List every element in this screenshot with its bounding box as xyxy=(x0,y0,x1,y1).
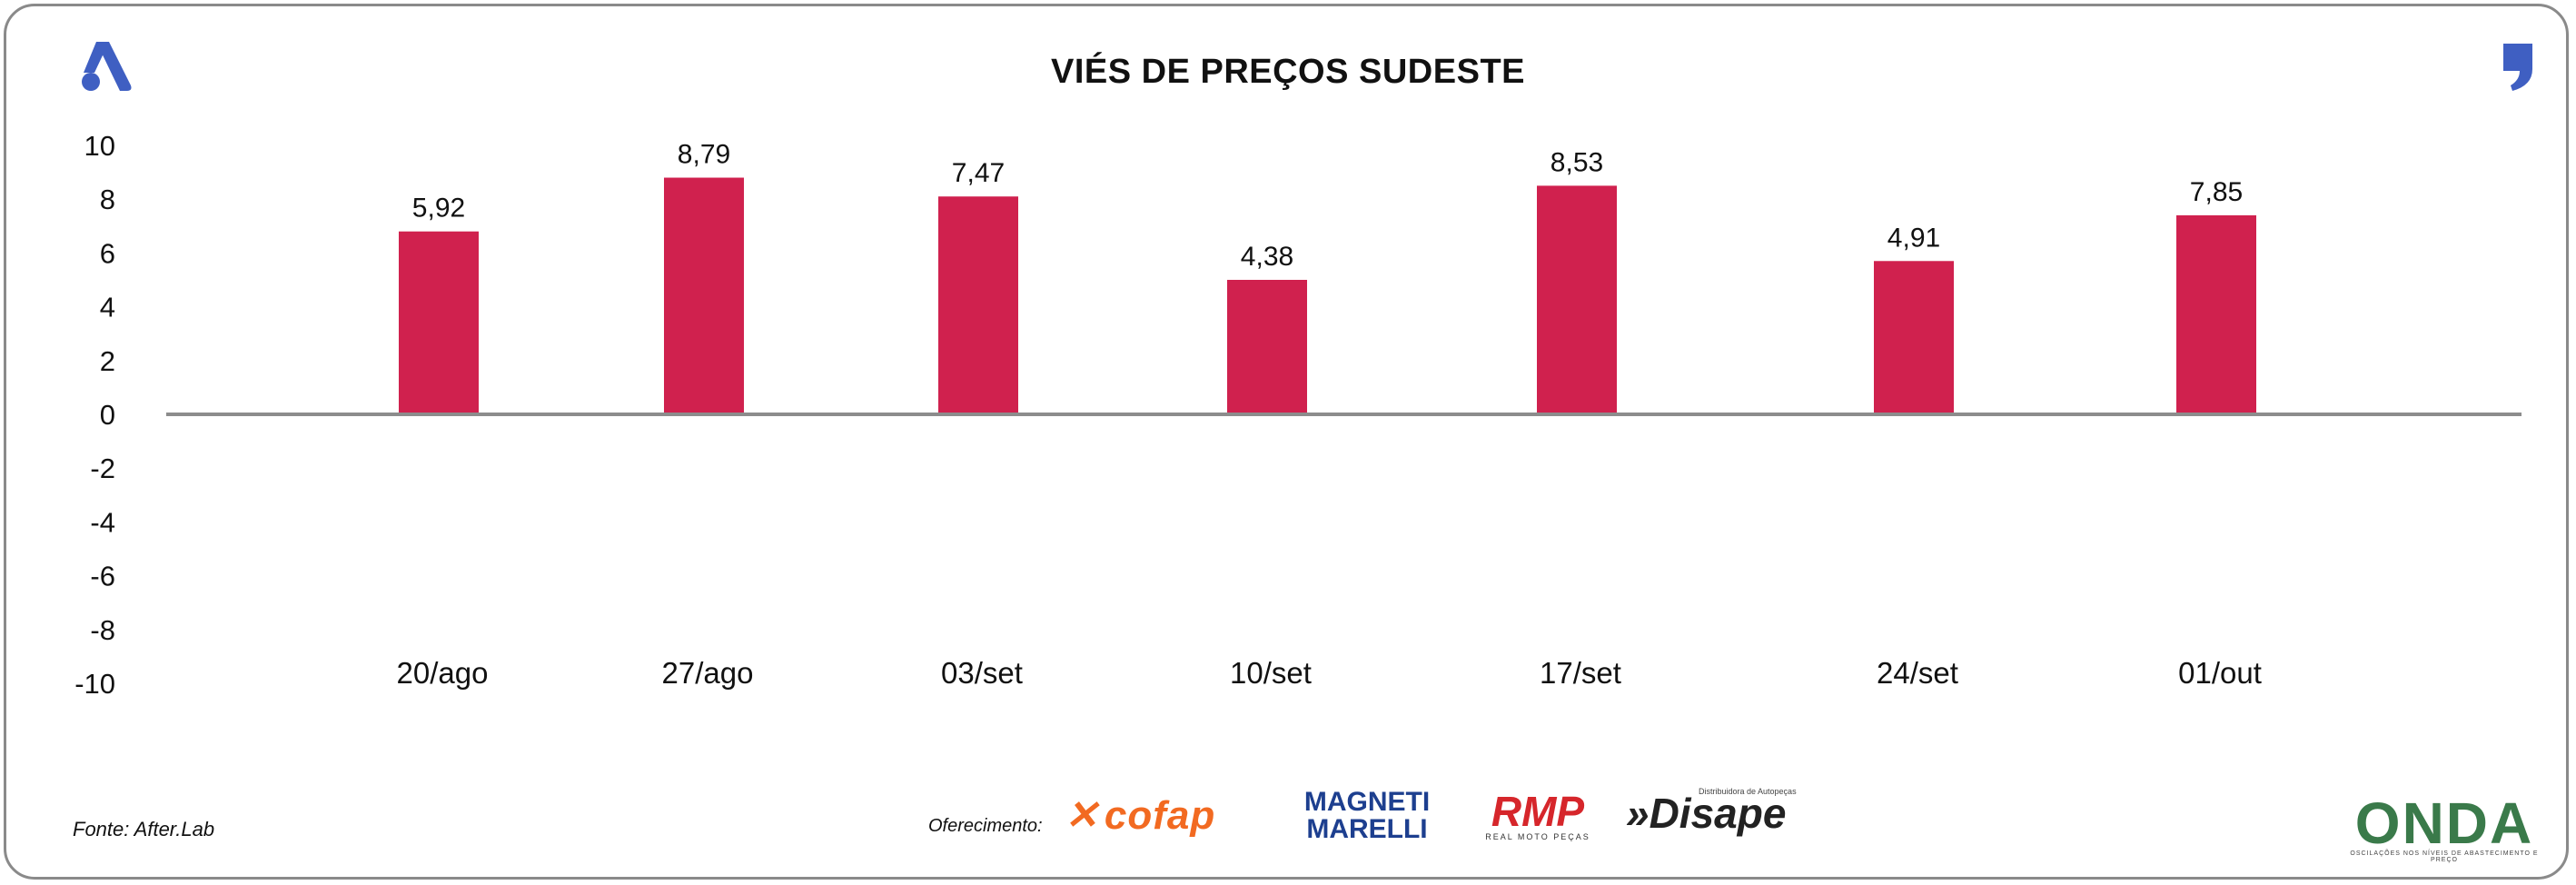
rmp-logo-text: RMP xyxy=(1491,788,1585,835)
chart-title: VIÉS DE PREÇOS SUDESTE xyxy=(1050,53,1525,91)
bar-value-label: 7,47 xyxy=(952,158,1005,188)
magneti-logo-line2: MARELLI xyxy=(1306,814,1428,844)
y-tick-label: 8 xyxy=(100,184,115,215)
y-tick-label: -2 xyxy=(90,452,115,484)
cofap-logo: ✕ cofap xyxy=(1065,792,1215,839)
x-category-label: 17/set xyxy=(1540,656,1621,690)
onda-logo: ONDA OSCILAÇÕES NOS NÍVEIS DE ABASTECIME… xyxy=(2349,791,2540,863)
x-category-label: 20/ago xyxy=(397,656,489,690)
bar-value-label: 4,91 xyxy=(1887,223,1940,253)
bar-value-label: 8,53 xyxy=(1551,147,1603,177)
cofap-logo-text: cofap xyxy=(1104,793,1216,838)
y-tick-label: 4 xyxy=(100,292,115,323)
bar xyxy=(938,196,1018,414)
disape-logo-subtext: Distribuidora de Autopeças xyxy=(1699,787,1797,796)
magneti-logo-line1: MAGNETI xyxy=(1303,787,1431,817)
bar-value-label: 8,79 xyxy=(678,140,730,170)
source-note: Fonte: After.Lab xyxy=(73,818,215,840)
sponsor-label: Oferecimento: xyxy=(928,816,1043,836)
y-tick-label: 6 xyxy=(100,237,115,269)
bar-value-label: 7,85 xyxy=(2190,177,2243,207)
cofap-x-icon: ✕ xyxy=(1065,793,1099,838)
y-tick-label: 10 xyxy=(84,130,115,162)
quote-mark-icon xyxy=(2500,42,2536,97)
onda-logo-text: ONDA xyxy=(2354,791,2534,856)
y-tick-label: 2 xyxy=(100,345,115,377)
bar xyxy=(664,177,744,414)
bar xyxy=(1227,280,1307,414)
y-tick-label: 0 xyxy=(100,399,115,431)
y-tick-label: -4 xyxy=(90,506,115,538)
chart-card xyxy=(4,4,2569,880)
x-category-label: 27/ago xyxy=(662,656,754,690)
disape-logo-text: »Disape xyxy=(1626,790,1787,837)
bar-value-label: 4,38 xyxy=(1241,242,1293,272)
bar xyxy=(1537,185,1617,414)
rmp-logo-subtext: REAL MOTO PEÇAS xyxy=(1485,832,1590,841)
bar xyxy=(2176,214,2256,414)
x-category-label: 01/out xyxy=(2178,656,2262,690)
bar xyxy=(1874,261,1954,414)
y-tick-label: -8 xyxy=(90,614,115,646)
onda-logo-subtext: OSCILAÇÕES NOS NÍVEIS DE ABASTECIMENTO E… xyxy=(2350,850,2539,863)
magneti-marelli-logo: MAGNETI MARELLI xyxy=(1299,789,1435,843)
rmp-logo: RMP REAL MOTO PEÇAS xyxy=(1470,791,1606,841)
y-tick-label: -6 xyxy=(90,561,115,592)
brand-a-logo-icon xyxy=(76,36,136,101)
x-category-label: 24/set xyxy=(1877,656,1958,690)
x-category-label: 03/set xyxy=(941,656,1023,690)
bar xyxy=(399,231,479,414)
x-category-label: 10/set xyxy=(1230,656,1312,690)
bar-value-label: 5,92 xyxy=(412,194,465,224)
y-tick-label: -10 xyxy=(74,668,115,700)
disape-logo: Distribuidora de Autopeças »Disape xyxy=(1626,787,1797,837)
